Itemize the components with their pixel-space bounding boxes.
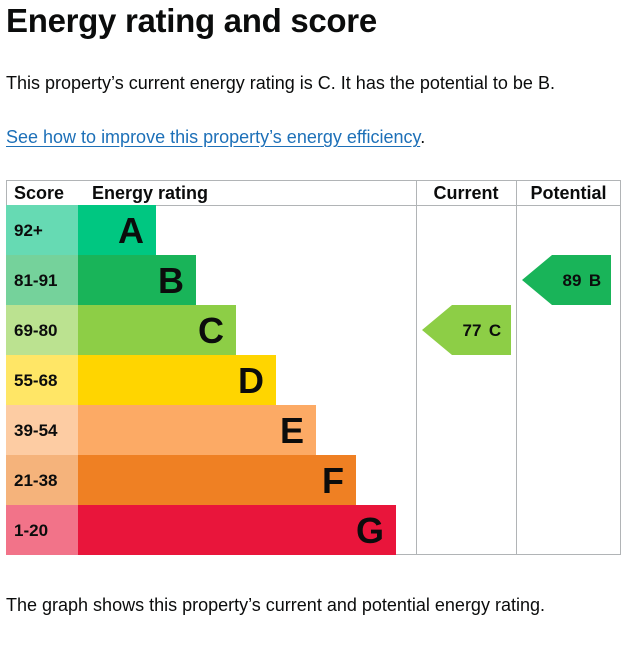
rating-bar-g <box>78 505 396 555</box>
rating-letter-c: C <box>198 310 224 351</box>
potential-rating-value: 89 <box>563 271 582 290</box>
current-rating-arrow <box>422 305 511 355</box>
header-energy-rating: Energy rating <box>92 183 208 203</box>
score-label-f: 21-38 <box>14 471 57 490</box>
score-label-c: 69-80 <box>14 321 57 340</box>
current-rating-value: 77 <box>463 321 482 340</box>
rating-letter-g: G <box>356 510 384 551</box>
rating-letter-e: E <box>280 410 304 451</box>
rating-bar-e <box>78 405 316 455</box>
header-potential: Potential <box>530 183 606 203</box>
rating-letter-a: A <box>118 210 144 251</box>
page-title: Energy rating and score <box>6 2 377 39</box>
score-label-b: 81-91 <box>14 271 57 290</box>
rating-letter-f: F <box>322 460 344 501</box>
score-cell-a <box>6 205 78 255</box>
score-cell-e <box>6 405 78 455</box>
rating-bar-c <box>78 305 236 355</box>
score-label-e: 39-54 <box>14 421 58 440</box>
score-label-g: 1-20 <box>14 521 48 540</box>
improve-link-paragraph: See how to improve this property’s energ… <box>6 124 425 150</box>
rating-letter-d: D <box>238 360 264 401</box>
score-cell-c <box>6 305 78 355</box>
rating-bar-d <box>78 355 276 405</box>
header-current: Current <box>433 183 498 203</box>
potential-rating-letter: B <box>589 271 601 290</box>
rating-bar-b <box>78 255 196 305</box>
current-rating-letter: C <box>489 321 501 340</box>
score-cell-b <box>6 255 78 305</box>
rating-summary: This property’s current energy rating is… <box>6 73 555 93</box>
rating-bar-a <box>78 205 156 255</box>
score-cell-g <box>6 505 78 555</box>
link-suffix: . <box>420 127 426 147</box>
graph-description: The graph shows this property’s current … <box>6 595 545 615</box>
rating-letter-b: B <box>158 260 184 301</box>
score-label-d: 55-68 <box>14 371 57 390</box>
header-score: Score <box>14 183 64 203</box>
score-label-a: 92+ <box>14 221 43 240</box>
improve-efficiency-link[interactable]: See how to improve this property’s energ… <box>6 127 421 147</box>
potential-rating-arrow <box>522 255 611 305</box>
score-cell-d <box>6 355 78 405</box>
score-cell-f <box>6 455 78 505</box>
rating-bar-f <box>78 455 356 505</box>
